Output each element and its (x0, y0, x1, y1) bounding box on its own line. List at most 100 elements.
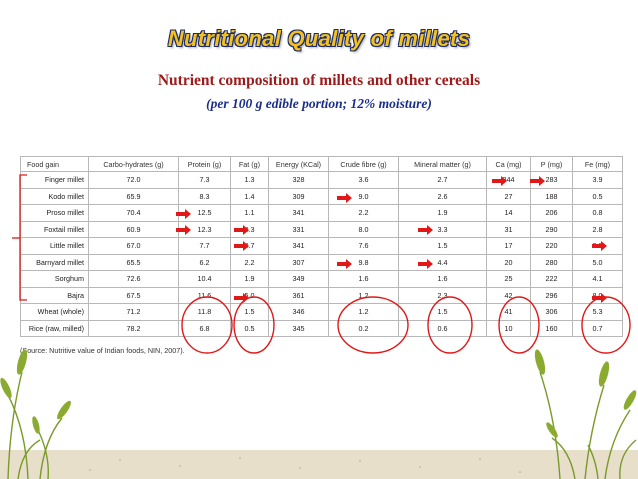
food-name-cell: Sorghum (20, 270, 89, 288)
food-name-cell: Wheat (whole) (20, 303, 89, 321)
table-row: Finger millet 72.0 7.3 1.3 328 3.6 2.7 344 283 3.… (20, 171, 623, 189)
nutrient-table-container: Food gain Carbo-hydrates (g) Protein (g) Fa… (20, 156, 628, 337)
value-cell: 331 (268, 220, 329, 238)
value-cell: 4.4 (398, 253, 487, 271)
value-cell: 7.6 (328, 237, 399, 255)
value-cell: 0.5 (230, 319, 269, 337)
millet-heads-left (0, 349, 71, 434)
value-cell: 12.5 (178, 204, 231, 222)
value-cell: 1.1 (230, 204, 269, 222)
food-name-cell: Finger millet (20, 171, 89, 189)
food-name-cell: Barnyard millet (20, 253, 89, 271)
value-cell: 306 (530, 303, 573, 321)
value-cell: 280 (530, 253, 573, 271)
value-cell: 1.9 (230, 270, 269, 288)
value-cell: 345 (268, 319, 329, 337)
table-row: Sorghum 72.6 10.4 1.9 349 1.6 1.6 25 222 4.1 (20, 270, 623, 288)
value-cell: 0.8 (572, 204, 623, 222)
table-row: Little millet 67.0 7.7 4.7 341 7.6 1.5 17 220 9.3 (20, 237, 623, 255)
value-cell: 41 (486, 303, 531, 321)
food-name-cell: Foxtail millet (20, 220, 89, 238)
value-cell: 71.2 (88, 303, 179, 321)
value-cell: 25 (486, 270, 531, 288)
value-cell: 9.8 (328, 253, 399, 271)
column-header: Carbo-hydrates (g) (88, 156, 179, 172)
column-header: Food gain (20, 156, 89, 172)
value-cell: 2.3 (398, 286, 487, 304)
column-header: Protein (g) (178, 156, 231, 172)
value-cell: 222 (530, 270, 573, 288)
value-cell: 0.2 (328, 319, 399, 337)
food-name-cell: Little millet (20, 237, 89, 255)
value-cell: 6.8 (178, 319, 231, 337)
value-cell: 2.6 (398, 187, 487, 205)
value-cell: 9.3 (572, 237, 623, 255)
value-cell: 1.5 (398, 237, 487, 255)
table-row: Proso millet 70.4 12.5 1.1 341 2.2 1.9 14 206 0.8 (20, 204, 623, 222)
value-cell: 78.2 (88, 319, 179, 337)
value-cell: 1.2 (328, 303, 399, 321)
value-cell: 10.4 (178, 270, 231, 288)
value-cell: 5.0 (572, 253, 623, 271)
value-cell: 4.7 (230, 237, 269, 255)
value-cell: 20 (486, 253, 531, 271)
value-cell: 67.0 (88, 237, 179, 255)
value-cell: 1.3 (230, 171, 269, 189)
value-cell: 70.4 (88, 204, 179, 222)
value-cell: 220 (530, 237, 573, 255)
value-cell: 8.0 (572, 286, 623, 304)
value-cell: 3.9 (572, 171, 623, 189)
value-cell: 14 (486, 204, 531, 222)
value-cell: 0.6 (398, 319, 487, 337)
value-cell: 72.6 (88, 270, 179, 288)
value-cell: 341 (268, 237, 329, 255)
table-row: Bajra 67.5 11.6 5.0 361 1.2 2.3 42 296 8.0 (20, 286, 623, 304)
value-cell: 349 (268, 270, 329, 288)
value-cell: 8.3 (178, 187, 231, 205)
value-cell: 0.5 (572, 187, 623, 205)
value-cell: 1.5 (230, 303, 269, 321)
value-cell: 1.6 (328, 270, 399, 288)
value-cell: 10 (486, 319, 531, 337)
slide-subtitle: Nutrient composition of millets and othe… (157, 72, 481, 89)
value-cell: 42 (486, 286, 531, 304)
value-cell: 5.3 (572, 303, 623, 321)
table-row: Foxtail millet 60.9 12.3 4.3 331 8.0 3.3 31 290 2… (20, 220, 623, 238)
column-header: Fe (mg) (572, 156, 623, 172)
value-cell: 2.2 (230, 253, 269, 271)
value-cell: 1.4 (230, 187, 269, 205)
column-header: Energy (KCal) (268, 156, 329, 172)
column-header: Crude fibre (g) (328, 156, 399, 172)
value-cell: 1.2 (328, 286, 399, 304)
value-cell: 341 (268, 204, 329, 222)
food-name-cell: Bajra (20, 286, 89, 304)
table-header-row: Food gain Carbo-hydrates (g) Protein (g) Fa… (20, 156, 623, 172)
value-cell: 206 (530, 204, 573, 222)
value-cell: 5.0 (230, 286, 269, 304)
value-cell: 60.9 (88, 220, 179, 238)
value-cell: 290 (530, 220, 573, 238)
nutrient-table: Food gain Carbo-hydrates (g) Protein (g) Fa… (20, 156, 623, 337)
value-cell: 72.0 (88, 171, 179, 189)
value-cell: 6.2 (178, 253, 231, 271)
value-cell: 4.1 (572, 270, 623, 288)
value-cell: 3.3 (398, 220, 487, 238)
value-cell: 7.3 (178, 171, 231, 189)
value-cell: 1.9 (398, 204, 487, 222)
value-cell: 309 (268, 187, 329, 205)
table-row: Wheat (whole) 71.2 11.8 1.5 346 1.2 1.5 41 306 5.… (20, 303, 623, 321)
value-cell: 344 (486, 171, 531, 189)
value-cell: 283 (530, 171, 573, 189)
value-cell: 160 (530, 319, 573, 337)
value-cell: 1.5 (398, 303, 487, 321)
value-cell: 296 (530, 286, 573, 304)
ground-strip (0, 450, 638, 479)
column-header: Ca (mg) (486, 156, 531, 172)
value-cell: 12.3 (178, 220, 231, 238)
value-cell: 361 (268, 286, 329, 304)
millet-heads-right (534, 349, 637, 438)
value-cell: 188 (530, 187, 573, 205)
table-row: Kodo millet 65.9 8.3 1.4 309 9.0 2.6 27 188 0.5 (20, 187, 623, 205)
column-header: P (mg) (530, 156, 573, 172)
value-cell: 2.8 (572, 220, 623, 238)
